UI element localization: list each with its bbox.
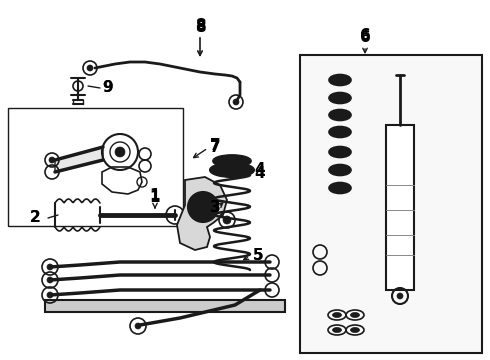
Circle shape — [233, 99, 239, 105]
Ellipse shape — [329, 109, 351, 121]
Circle shape — [115, 147, 125, 157]
Ellipse shape — [210, 163, 254, 177]
Bar — [386, 125, 414, 290]
Bar — [45, 300, 285, 312]
Ellipse shape — [334, 112, 346, 118]
Circle shape — [87, 65, 93, 71]
Ellipse shape — [333, 328, 342, 333]
Ellipse shape — [329, 93, 351, 104]
Circle shape — [188, 192, 218, 222]
Text: 5: 5 — [253, 248, 263, 264]
Polygon shape — [177, 177, 227, 250]
Text: 6: 6 — [360, 31, 370, 45]
Text: 3: 3 — [210, 201, 220, 216]
Ellipse shape — [334, 149, 346, 155]
Circle shape — [196, 200, 210, 214]
Ellipse shape — [329, 75, 351, 85]
Text: 2: 2 — [29, 211, 40, 225]
Circle shape — [47, 292, 53, 298]
Ellipse shape — [334, 185, 346, 191]
Ellipse shape — [334, 95, 346, 101]
Text: 6: 6 — [360, 28, 370, 44]
Text: 7: 7 — [210, 140, 220, 156]
Ellipse shape — [213, 155, 251, 167]
Circle shape — [49, 157, 55, 163]
Bar — [300, 55, 482, 353]
Text: 9: 9 — [103, 81, 113, 95]
Text: 7: 7 — [210, 138, 220, 153]
Ellipse shape — [350, 312, 360, 318]
Ellipse shape — [334, 129, 346, 135]
Circle shape — [223, 216, 231, 224]
Ellipse shape — [334, 77, 346, 83]
Circle shape — [47, 277, 53, 283]
Polygon shape — [55, 147, 103, 172]
Bar — [8, 108, 183, 226]
Text: 3: 3 — [210, 201, 220, 216]
Circle shape — [135, 323, 141, 329]
Ellipse shape — [329, 165, 351, 175]
Text: 9: 9 — [103, 81, 113, 95]
Ellipse shape — [329, 147, 351, 158]
Text: 1: 1 — [150, 189, 160, 203]
Ellipse shape — [333, 312, 342, 318]
Ellipse shape — [350, 328, 360, 333]
Text: 4: 4 — [255, 166, 265, 180]
Ellipse shape — [329, 126, 351, 138]
Text: 4: 4 — [255, 162, 265, 177]
Circle shape — [397, 293, 403, 299]
Ellipse shape — [329, 183, 351, 194]
Text: 5: 5 — [253, 248, 263, 264]
Text: 1: 1 — [150, 190, 160, 206]
Text: 2: 2 — [29, 211, 40, 225]
Ellipse shape — [217, 166, 247, 174]
Text: 8: 8 — [195, 18, 205, 32]
Ellipse shape — [334, 167, 346, 173]
Text: 8: 8 — [195, 21, 205, 36]
Circle shape — [47, 264, 53, 270]
